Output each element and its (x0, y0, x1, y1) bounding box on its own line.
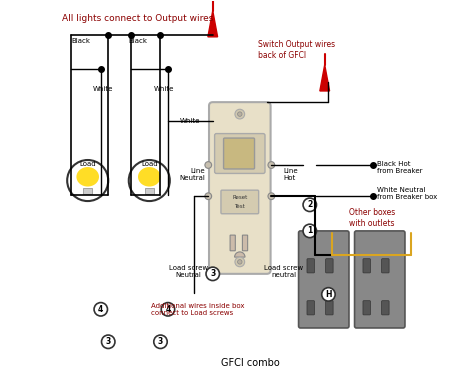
Text: 3: 3 (158, 337, 163, 346)
FancyBboxPatch shape (215, 133, 265, 173)
FancyBboxPatch shape (326, 259, 333, 273)
Circle shape (237, 112, 242, 116)
Circle shape (237, 260, 242, 264)
Text: Switch Output wires
back of GFCI: Switch Output wires back of GFCI (257, 40, 335, 60)
FancyBboxPatch shape (145, 188, 154, 194)
Text: 4: 4 (165, 305, 171, 314)
Text: Load screw
neutral: Load screw neutral (264, 265, 303, 279)
Circle shape (268, 193, 275, 200)
Bar (299, 231, 349, 328)
Text: Black: Black (129, 38, 148, 44)
Text: Other boxes
with outlets: Other boxes with outlets (349, 208, 395, 227)
Text: Black Hot
from Breaker: Black Hot from Breaker (377, 161, 422, 174)
FancyBboxPatch shape (209, 102, 271, 274)
Circle shape (303, 224, 317, 238)
Text: 3: 3 (106, 337, 111, 346)
Circle shape (268, 162, 275, 168)
Circle shape (206, 267, 219, 280)
Polygon shape (208, 11, 218, 37)
Text: Black: Black (71, 38, 90, 44)
FancyBboxPatch shape (382, 259, 389, 273)
Polygon shape (320, 65, 329, 91)
FancyBboxPatch shape (307, 259, 314, 273)
Circle shape (303, 198, 317, 212)
Circle shape (322, 288, 335, 301)
FancyBboxPatch shape (363, 259, 370, 273)
FancyBboxPatch shape (355, 231, 405, 328)
Circle shape (154, 335, 167, 349)
Ellipse shape (76, 167, 99, 186)
FancyBboxPatch shape (382, 301, 389, 315)
Ellipse shape (138, 167, 161, 186)
Text: H: H (325, 290, 332, 299)
Text: 2: 2 (307, 200, 312, 209)
FancyBboxPatch shape (307, 301, 314, 315)
Circle shape (235, 257, 245, 267)
FancyBboxPatch shape (299, 231, 349, 328)
Text: 1: 1 (307, 226, 312, 235)
Text: Line
Neutral: Line Neutral (179, 168, 205, 182)
Text: 3: 3 (210, 269, 215, 278)
Circle shape (205, 162, 211, 168)
Text: White Neutral
from Breaker box: White Neutral from Breaker box (377, 187, 437, 200)
Text: Load screw
Neutral: Load screw Neutral (169, 265, 208, 279)
Text: White: White (154, 86, 174, 92)
Circle shape (94, 303, 108, 316)
Circle shape (205, 193, 211, 200)
Circle shape (235, 109, 245, 119)
FancyBboxPatch shape (363, 301, 370, 315)
Text: Load: Load (141, 161, 158, 167)
Wedge shape (235, 252, 245, 257)
FancyBboxPatch shape (230, 235, 235, 251)
Circle shape (129, 160, 170, 201)
Bar (355, 231, 405, 328)
FancyBboxPatch shape (221, 190, 259, 214)
Text: Additional wires inside box
connect to Load screws: Additional wires inside box connect to L… (151, 303, 245, 316)
Text: Reset: Reset (232, 196, 247, 200)
Circle shape (161, 303, 175, 316)
Text: Load: Load (80, 161, 96, 167)
FancyBboxPatch shape (83, 188, 92, 194)
FancyBboxPatch shape (224, 138, 255, 169)
FancyBboxPatch shape (242, 235, 247, 251)
Circle shape (101, 335, 115, 349)
Text: 4: 4 (98, 305, 103, 314)
Text: White: White (92, 86, 113, 92)
Text: Test: Test (235, 203, 245, 209)
Text: Line
Hot: Line Hot (283, 168, 298, 182)
Text: All lights connect to Output wires: All lights connect to Output wires (62, 14, 213, 23)
Text: White: White (180, 118, 201, 124)
Text: GFCI combo: GFCI combo (221, 358, 280, 368)
Circle shape (67, 160, 108, 201)
FancyBboxPatch shape (326, 301, 333, 315)
